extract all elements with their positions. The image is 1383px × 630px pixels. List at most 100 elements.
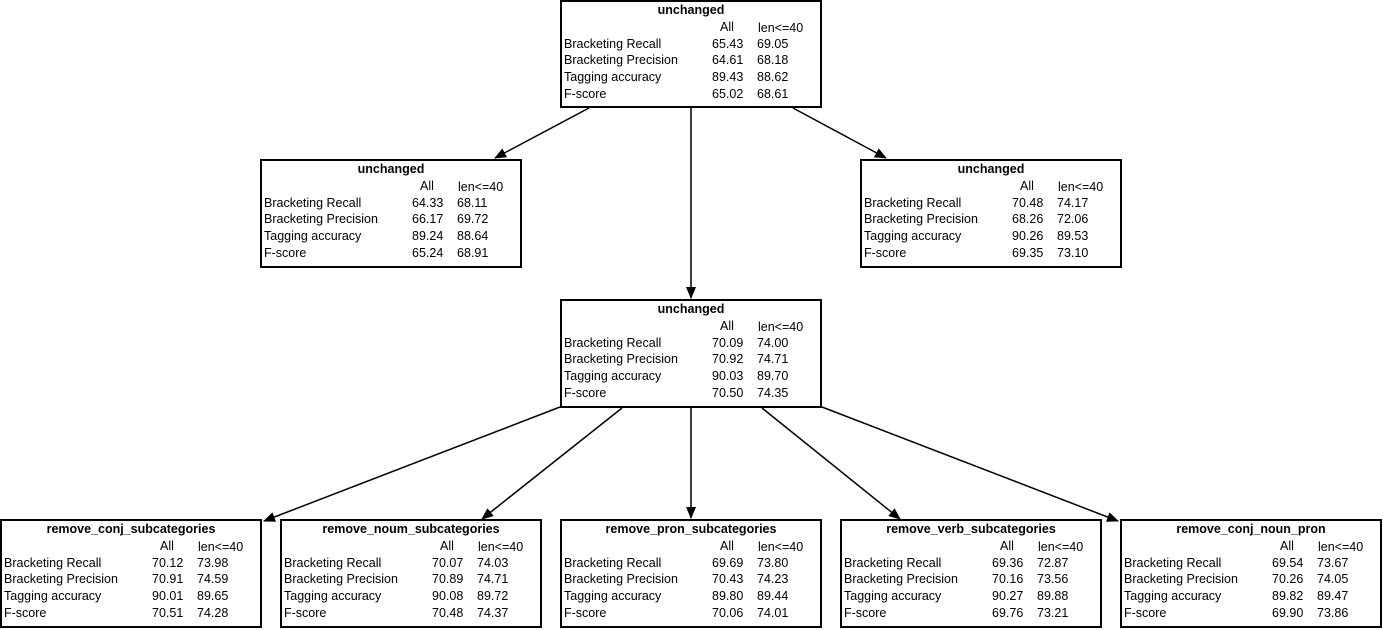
value-recall-all: 70.09 [712,336,744,350]
value-precision-all: 64.61 [712,53,744,67]
value-fscore-all: 70.51 [152,606,184,620]
value-fscore-len40: 74.01 [757,606,789,620]
col-header-len40: len<=40 [458,180,504,194]
col-header-all: All [440,539,454,553]
value-precision-len40: 72.06 [1057,212,1089,226]
col-header-len40: len<=40 [758,21,804,35]
value-recall-len40: 69.05 [757,37,789,51]
edge-0-1 [494,107,590,159]
value-fscore-all: 65.02 [712,87,744,101]
node-right-child: unchanged All len<=40 Bracketing Recall … [860,159,1122,268]
value-precision-all: 70.26 [1272,572,1304,586]
node-title: remove_conj_noun_pron [1176,522,1326,536]
value-tagging-all: 89.24 [412,229,444,243]
label-f-score: F-score [284,606,327,620]
value-fscore-all: 69.76 [992,606,1024,620]
node-title: remove_verb_subcategories [886,522,1056,536]
edge-3-8 [821,406,1119,522]
value-fscore-len40: 74.28 [197,606,229,620]
label-bracketing-precision: Bracketing Precision [564,572,678,586]
col-header-len40: len<=40 [198,540,244,554]
value-recall-all: 64.33 [412,196,444,210]
value-fscore-all: 65.24 [412,246,444,260]
value-precision-len40: 74.05 [1317,572,1349,586]
label-tagging-accuracy: Tagging accuracy [264,229,362,243]
value-precision-len40: 68.18 [757,53,789,67]
value-tagging-all: 89.80 [712,589,744,603]
label-f-score: F-score [564,606,607,620]
col-header-all: All [720,20,734,34]
value-recall-all: 70.12 [152,556,184,570]
value-precision-all: 70.89 [432,572,464,586]
value-precision-len40: 73.56 [1037,572,1069,586]
label-bracketing-precision: Bracketing Precision [864,212,978,226]
value-tagging-len40: 89.47 [1317,589,1349,603]
label-bracketing-recall: Bracketing Recall [4,556,102,570]
value-precision-len40: 74.59 [197,572,229,586]
value-recall-all: 69.54 [1272,556,1304,570]
label-bracketing-recall: Bracketing Recall [264,196,362,210]
value-precision-all: 70.92 [712,352,744,366]
value-recall-all: 70.07 [432,556,464,570]
node-title: remove_pron_subcategories [605,522,777,536]
value-tagging-len40: 89.70 [757,369,789,383]
label-f-score: F-score [564,87,607,101]
value-precision-all: 66.17 [412,212,444,226]
col-header-all: All [1020,179,1034,193]
label-tagging-accuracy: Tagging accuracy [1124,589,1222,603]
label-bracketing-recall: Bracketing Recall [564,336,662,350]
label-bracketing-recall: Bracketing Recall [844,556,942,570]
col-header-all: All [420,179,434,193]
label-bracketing-precision: Bracketing Precision [264,212,378,226]
label-f-score: F-score [864,246,907,260]
value-recall-all: 65.43 [712,37,744,51]
value-tagging-all: 89.82 [1272,589,1304,603]
value-recall-len40: 73.80 [757,556,789,570]
node-title: unchanged [657,302,725,316]
label-tagging-accuracy: Tagging accuracy [844,589,942,603]
value-tagging-len40: 88.64 [457,229,489,243]
col-header-len40: len<=40 [1318,540,1364,554]
col-header-len40: len<=40 [1058,180,1104,194]
value-tagging-len40: 88.62 [757,70,789,84]
value-recall-len40: 74.00 [757,336,789,350]
edge-3-7 [761,407,901,520]
label-tagging-accuracy: Tagging accuracy [4,589,102,603]
value-precision-all: 68.26 [1012,212,1044,226]
col-header-all: All [720,319,734,333]
node-remove-pron-subcategories: remove_pron_subcategories All len<=40 Br… [560,519,822,628]
value-recall-len40: 73.98 [197,556,229,570]
value-tagging-all: 90.26 [1012,229,1044,243]
value-precision-len40: 74.71 [477,572,509,586]
value-recall-all: 69.36 [992,556,1024,570]
value-tagging-all: 89.43 [712,70,744,84]
value-precision-len40: 69.72 [457,212,489,226]
label-f-score: F-score [1124,606,1167,620]
col-header-all: All [160,539,174,553]
node-remove-conj-subcategories: remove_conj_subcategories All len<=40 Br… [0,519,262,628]
col-header-len40: len<=40 [478,540,524,554]
col-header-len40: len<=40 [758,540,804,554]
value-fscore-len40: 73.86 [1317,606,1349,620]
node-middle: unchanged All len<=40 Bracketing Recall … [560,299,822,408]
label-bracketing-precision: Bracketing Precision [4,572,118,586]
value-fscore-len40: 73.10 [1057,246,1089,260]
value-fscore-all: 69.35 [1012,246,1044,260]
label-bracketing-recall: Bracketing Recall [284,556,382,570]
node-root: unchanged All len<=40 Bracketing Recall … [560,0,822,108]
value-tagging-len40: 89.44 [757,589,789,603]
value-fscore-len40: 73.21 [1037,606,1069,620]
label-bracketing-precision: Bracketing Precision [844,572,958,586]
value-recall-len40: 68.11 [457,196,488,210]
value-tagging-all: 90.08 [432,589,464,603]
label-bracketing-recall: Bracketing Recall [1124,556,1222,570]
value-tagging-all: 90.27 [992,589,1024,603]
label-bracketing-recall: Bracketing Recall [864,196,962,210]
node-title: unchanged [357,162,425,176]
value-recall-len40: 72.87 [1037,556,1069,570]
label-bracketing-recall: Bracketing Recall [564,37,662,51]
label-f-score: F-score [264,246,307,260]
node-remove-noum-subcategories: remove_noum_subcategories All len<=40 Br… [280,519,542,628]
value-precision-len40: 74.71 [757,352,789,366]
label-bracketing-precision: Bracketing Precision [564,53,678,67]
